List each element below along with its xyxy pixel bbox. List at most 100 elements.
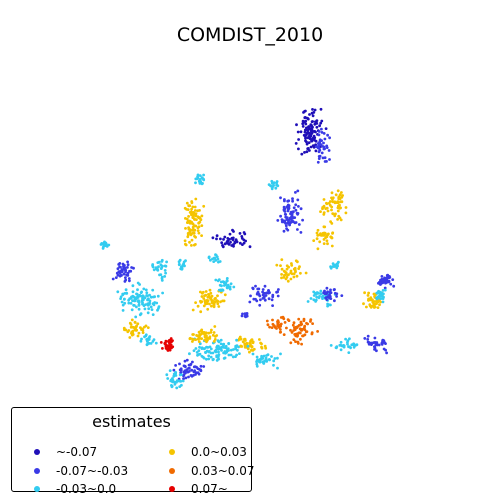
map-point bbox=[308, 136, 312, 140]
map-point bbox=[156, 268, 159, 272]
map-point bbox=[200, 234, 204, 238]
map-point bbox=[348, 345, 351, 349]
map-point bbox=[133, 320, 137, 324]
map-point bbox=[283, 321, 287, 324]
map-point bbox=[235, 338, 239, 342]
map-point bbox=[303, 324, 307, 328]
map-point bbox=[317, 133, 321, 137]
map-point bbox=[209, 347, 213, 351]
map-point bbox=[190, 238, 194, 242]
map-point bbox=[118, 274, 122, 278]
map-point bbox=[293, 328, 297, 331]
map-point bbox=[217, 260, 220, 264]
map-point bbox=[246, 344, 250, 348]
map-point bbox=[311, 108, 314, 111]
map-point bbox=[312, 294, 316, 297]
map-point bbox=[251, 340, 255, 344]
map-point bbox=[275, 180, 279, 183]
map-point bbox=[187, 227, 191, 231]
map-point bbox=[194, 181, 197, 185]
map-point bbox=[126, 274, 130, 277]
map-point bbox=[319, 210, 322, 214]
map-point bbox=[260, 357, 263, 361]
map-point bbox=[296, 130, 300, 134]
map-point bbox=[290, 331, 294, 334]
map-point bbox=[279, 352, 282, 356]
map-point bbox=[163, 269, 167, 272]
map-point bbox=[200, 295, 204, 298]
map-point bbox=[220, 284, 223, 288]
map-point bbox=[305, 321, 308, 325]
map-point bbox=[304, 136, 307, 140]
map-point bbox=[212, 305, 216, 309]
map-point bbox=[240, 345, 244, 348]
map-point bbox=[199, 218, 203, 222]
map-point bbox=[215, 355, 219, 359]
map-point bbox=[178, 362, 181, 366]
map-point bbox=[381, 292, 385, 296]
map-point bbox=[214, 296, 217, 300]
map-point bbox=[118, 272, 122, 275]
legend-label: 0.07~ bbox=[191, 482, 228, 496]
map-point bbox=[385, 351, 388, 355]
map-point bbox=[178, 373, 182, 377]
map-point bbox=[290, 262, 293, 265]
map-point bbox=[120, 270, 124, 274]
map-point bbox=[130, 308, 134, 312]
map-point bbox=[378, 303, 381, 307]
map-point bbox=[150, 308, 154, 311]
map-point bbox=[224, 344, 228, 348]
map-point bbox=[258, 303, 262, 307]
map-point bbox=[211, 333, 215, 337]
map-point bbox=[311, 322, 314, 325]
map-point bbox=[190, 207, 194, 211]
map-point bbox=[286, 318, 290, 321]
map-point bbox=[276, 319, 280, 323]
map-point bbox=[322, 225, 326, 229]
map-point bbox=[249, 294, 252, 298]
map-point bbox=[296, 212, 299, 216]
map-point bbox=[207, 354, 211, 358]
map-point bbox=[366, 294, 370, 297]
map-point bbox=[295, 334, 299, 338]
map-point bbox=[145, 294, 149, 297]
map-point bbox=[316, 228, 320, 232]
map-point bbox=[184, 217, 187, 220]
map-point bbox=[198, 333, 202, 336]
map-point bbox=[210, 304, 213, 308]
legend-label: -0.07~-0.03 bbox=[56, 464, 129, 478]
map-point bbox=[229, 348, 233, 352]
map-point bbox=[145, 291, 149, 295]
map-point bbox=[184, 369, 188, 372]
map-point bbox=[282, 333, 286, 336]
map-point bbox=[320, 119, 324, 123]
map-point bbox=[255, 299, 259, 303]
map-point bbox=[312, 239, 316, 243]
map-point bbox=[210, 301, 214, 305]
map-point bbox=[187, 375, 190, 379]
map-point bbox=[207, 331, 211, 335]
map-point bbox=[175, 386, 179, 390]
map-point bbox=[229, 282, 233, 286]
map-point bbox=[329, 288, 332, 292]
map-point bbox=[286, 209, 290, 213]
map-point bbox=[126, 271, 130, 275]
map-point bbox=[229, 240, 232, 244]
map-point bbox=[376, 306, 380, 309]
map-point bbox=[146, 326, 150, 329]
map-point bbox=[133, 328, 137, 332]
map-point bbox=[196, 337, 200, 341]
map-point bbox=[216, 257, 220, 261]
map-point bbox=[228, 285, 232, 289]
map-point bbox=[373, 305, 377, 309]
map-point bbox=[199, 368, 203, 372]
map-point bbox=[192, 349, 196, 352]
map-point bbox=[187, 204, 191, 208]
map-point bbox=[256, 290, 260, 294]
map-point bbox=[140, 337, 143, 341]
map-point bbox=[131, 284, 135, 288]
map-point bbox=[251, 352, 255, 356]
map-point bbox=[279, 316, 283, 319]
map-point bbox=[207, 357, 211, 361]
map-point bbox=[248, 342, 252, 345]
